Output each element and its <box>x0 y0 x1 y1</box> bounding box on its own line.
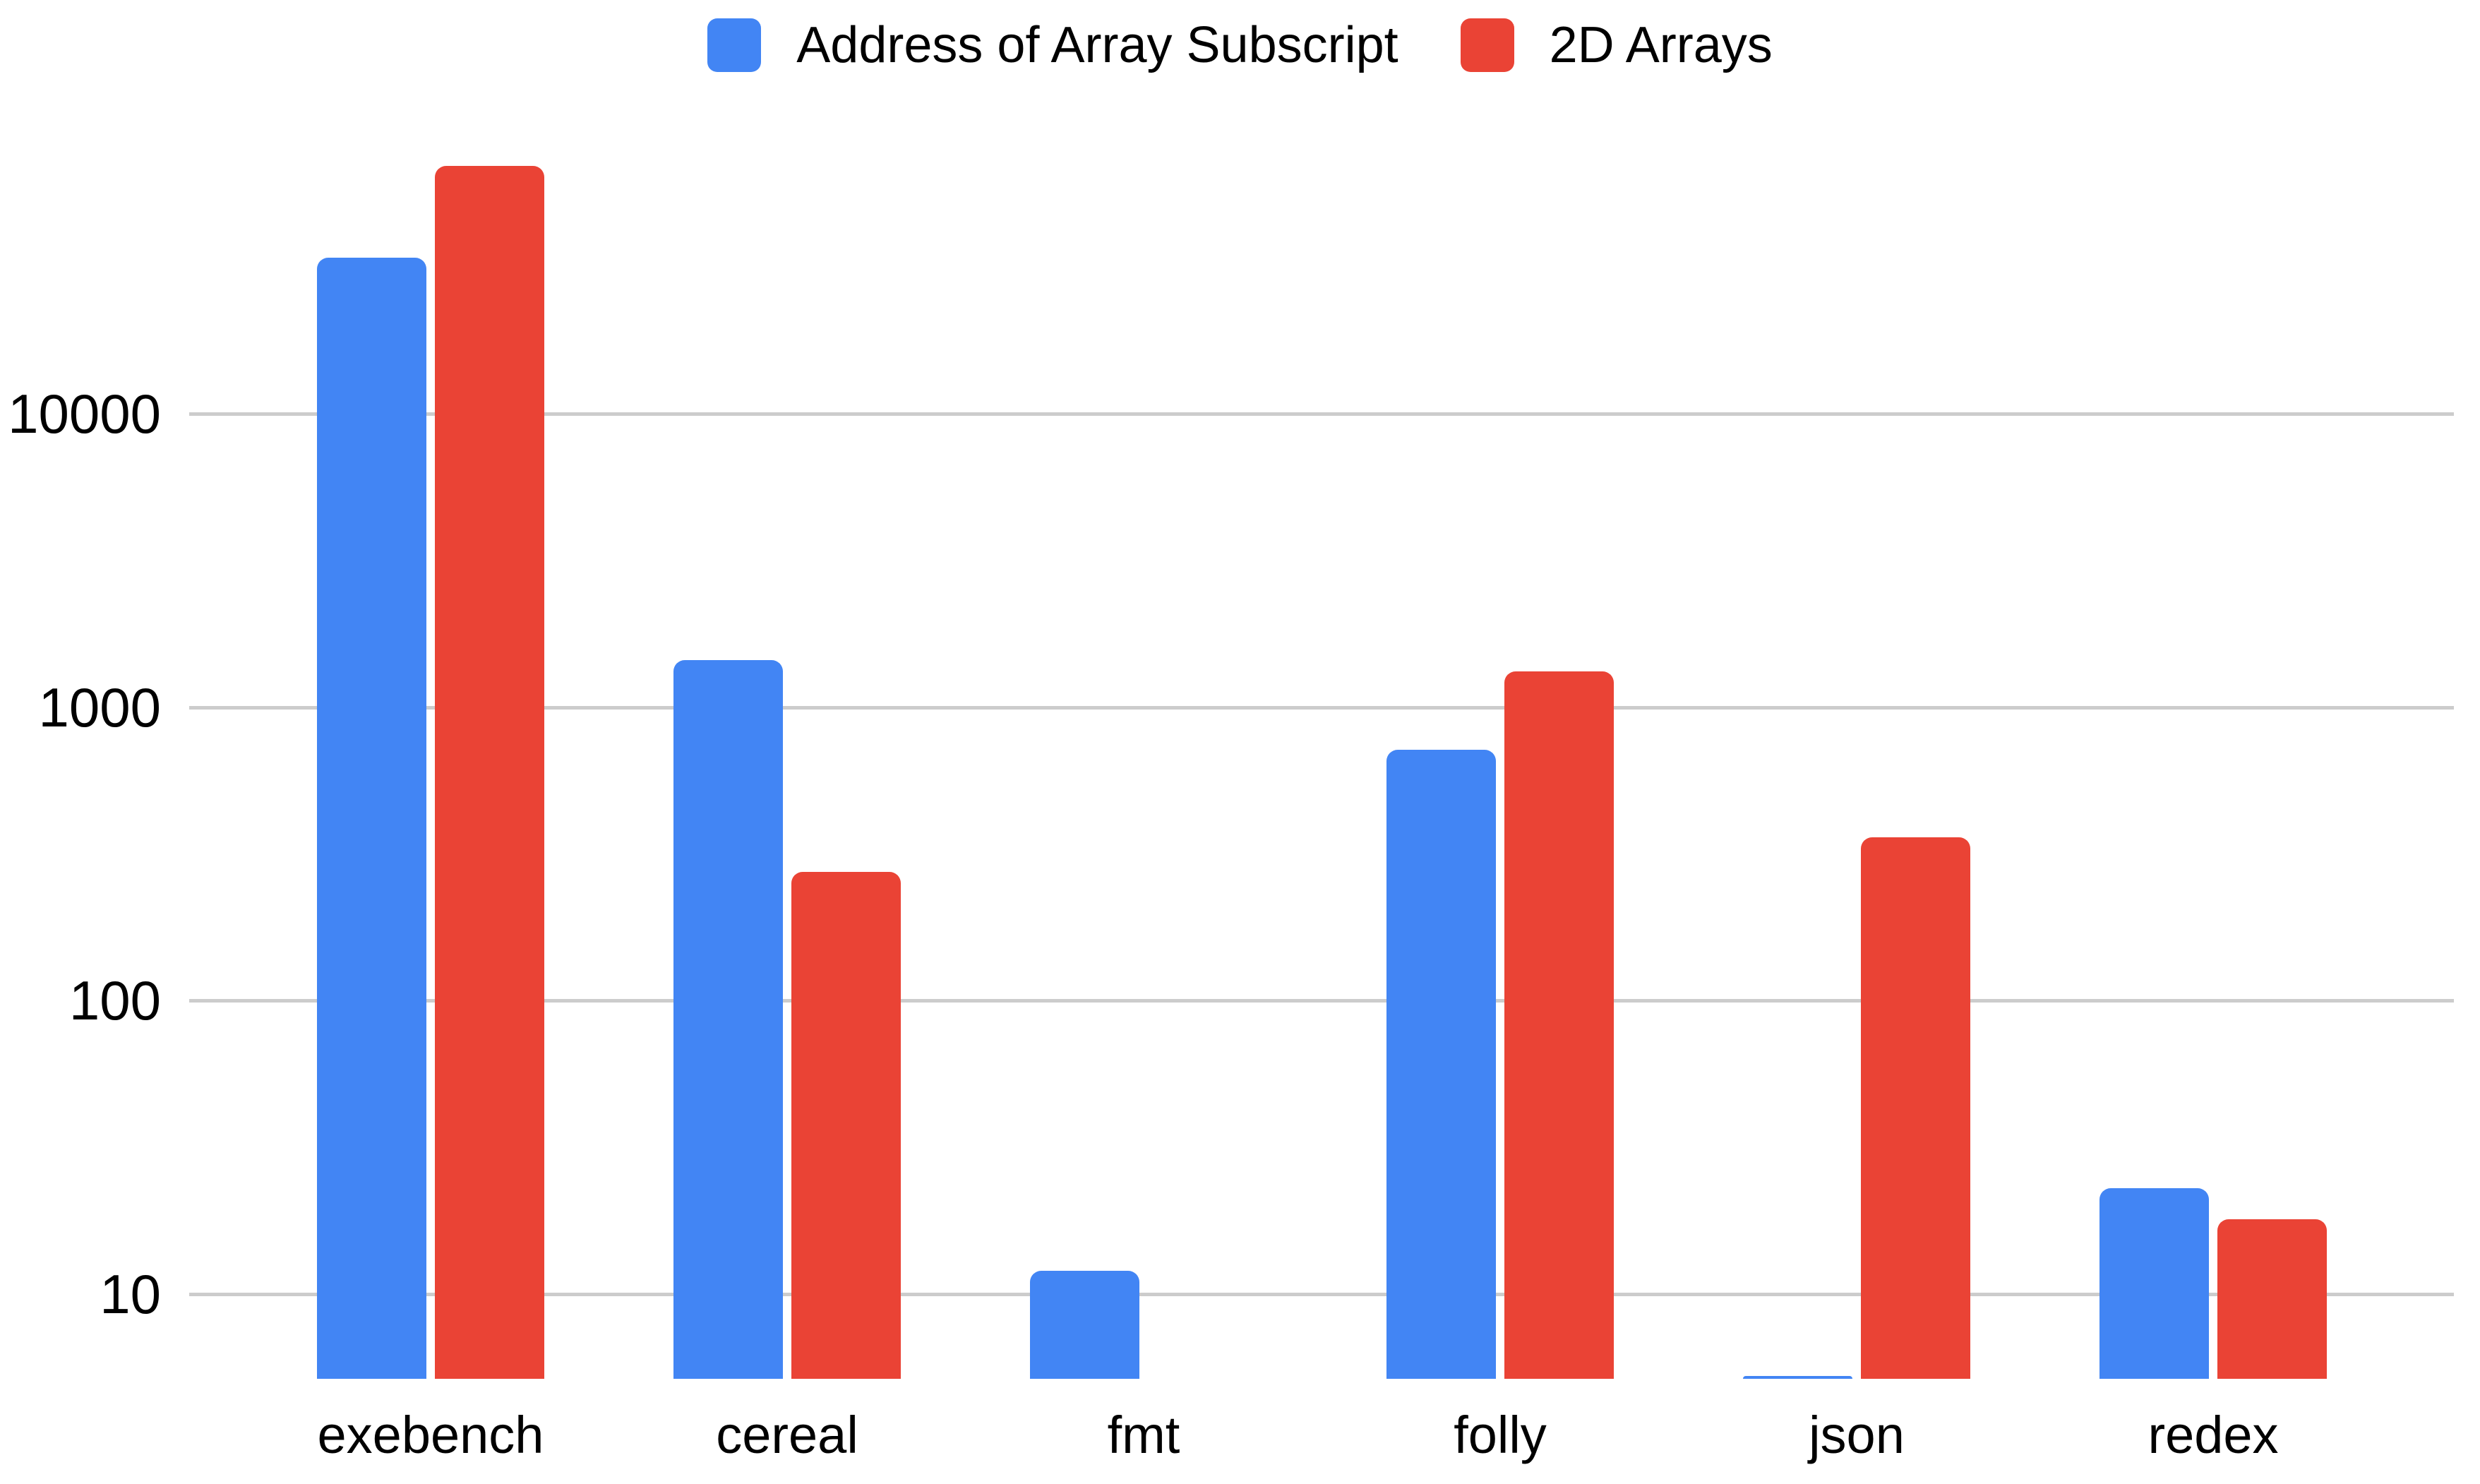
bar-exebench-series-1 <box>435 165 544 1379</box>
y-axis-tick-label: 1000 <box>38 676 161 738</box>
x-axis-label-json: json <box>1809 1406 1905 1464</box>
legend-label: Address of Array Subscript <box>796 17 1398 73</box>
legend-swatch-blue-icon <box>707 18 762 72</box>
gridline-10 <box>189 1293 2454 1296</box>
x-axis-label-fmt: fmt <box>1107 1406 1180 1464</box>
legend-label: 2D Arrays <box>1549 17 1773 73</box>
legend-swatch-red-icon <box>1460 18 1514 72</box>
y-axis-tick-label: 10 <box>100 1263 161 1325</box>
x-axis-label-folly: folly <box>1454 1406 1547 1464</box>
bar-cereal-series-0 <box>673 659 783 1379</box>
bar-exebench-series-0 <box>317 257 426 1379</box>
y-axis-tick-label: 10000 <box>8 382 161 445</box>
bar-folly-series-1 <box>1504 671 1614 1379</box>
chart-legend: Address of Array Subscript 2D Arrays <box>0 17 2480 73</box>
bar-json-series-1 <box>1861 837 1970 1379</box>
y-axis-tick-label: 100 <box>68 969 161 1032</box>
bar-redex-series-1 <box>2217 1219 2327 1379</box>
bar-folly-series-0 <box>1386 750 1496 1379</box>
x-axis-label-exebench: exebench <box>317 1406 544 1464</box>
gridline-100 <box>189 999 2454 1003</box>
bar-redex-series-0 <box>2099 1187 2209 1379</box>
bar-json-series-0 <box>1743 1376 1852 1379</box>
legend-item-address-of-array-subscript: Address of Array Subscript <box>707 17 1398 73</box>
legend-item-2d-arrays: 2D Arrays <box>1460 17 1773 73</box>
gridline-10000 <box>189 412 2454 416</box>
x-axis-label-cereal: cereal <box>716 1406 858 1464</box>
gridline-1000 <box>189 705 2454 710</box>
bar-cereal-series-1 <box>791 871 901 1379</box>
x-axis-label-redex: redex <box>2147 1406 2279 1464</box>
bar-fmt-series-0 <box>1030 1271 1139 1379</box>
